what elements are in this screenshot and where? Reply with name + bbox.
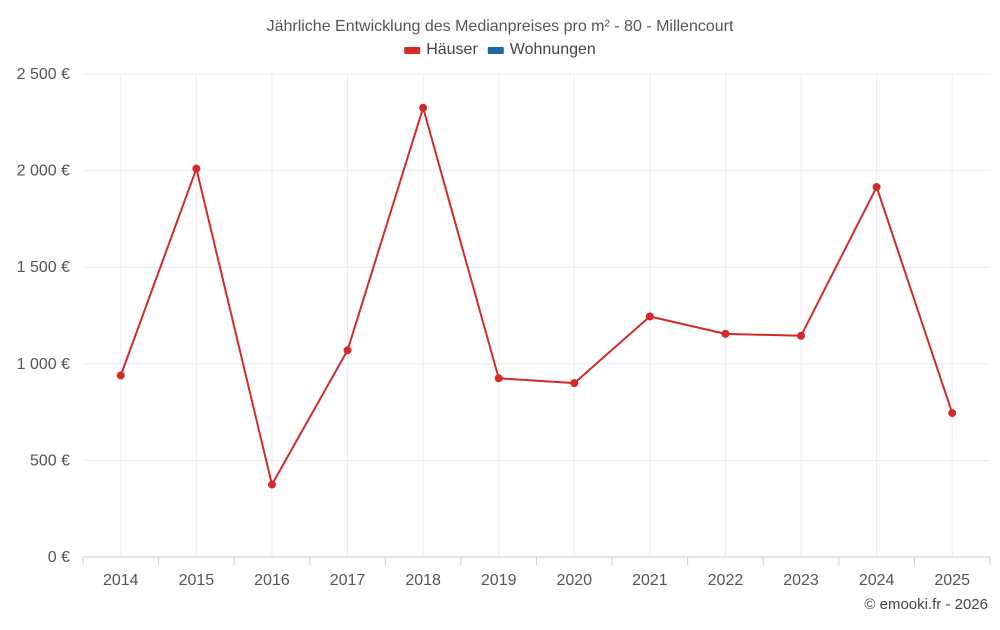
x-tick-label: 2014 <box>103 572 139 589</box>
data-point[interactable] <box>116 371 125 380</box>
legend-label: Häuser <box>426 41 478 58</box>
x-tick-label: 2018 <box>405 572 441 589</box>
legend-item[interactable]: Häuser <box>404 41 478 58</box>
legend-swatch <box>404 47 421 54</box>
grid-lines <box>83 73 990 557</box>
data-point[interactable] <box>494 374 503 383</box>
data-point[interactable] <box>721 329 730 338</box>
x-axis: 2014 2015 2016 2017 2018 2019 2020 2021 2022 2023… <box>82 556 991 589</box>
x-tick-label: 2025 <box>934 572 970 589</box>
data-point[interactable] <box>797 331 806 340</box>
x-tick-label: 2023 <box>783 572 819 589</box>
x-tick-label: 2016 <box>254 572 290 589</box>
legend-label: Wohnungen <box>510 41 596 58</box>
data-point[interactable] <box>343 346 352 355</box>
x-tick-label: 2024 <box>859 572 895 589</box>
y-tick-label: 500 € <box>30 452 70 469</box>
legend-item[interactable]: Wohnungen <box>487 41 596 58</box>
x-tick-label: 2015 <box>179 572 215 589</box>
y-axis: 0 € 500 € 1 000 € 1 500 € 2 000 € 2 500 € <box>17 66 70 566</box>
data-point[interactable] <box>192 164 201 173</box>
series-group <box>116 103 957 489</box>
data-point[interactable] <box>267 480 276 489</box>
y-tick-label: 1 500 € <box>17 259 70 276</box>
chart-title: Jährliche Entwicklung des Medianpreises … <box>267 18 734 35</box>
y-tick-label: 1 000 € <box>17 356 70 373</box>
y-tick-label: 2 500 € <box>17 66 70 83</box>
data-point[interactable] <box>570 379 579 388</box>
y-tick-label: 0 € <box>48 549 70 566</box>
x-tick-label: 2019 <box>481 572 517 589</box>
data-point[interactable] <box>419 103 428 112</box>
legend-swatch <box>487 47 504 54</box>
credit-text: © emooki.fr - 2026 <box>864 596 988 613</box>
x-tick-label: 2022 <box>708 572 744 589</box>
x-tick-label: 2017 <box>330 572 366 589</box>
x-tick-label: 2020 <box>556 572 592 589</box>
data-point[interactable] <box>948 409 957 418</box>
data-point[interactable] <box>645 312 654 321</box>
x-tick-label: 2021 <box>632 572 668 589</box>
data-point[interactable] <box>872 183 881 192</box>
series-line-0 <box>119 106 954 486</box>
legend: Häuser Wohnungen <box>404 41 596 58</box>
y-tick-label: 2 000 € <box>17 163 70 180</box>
